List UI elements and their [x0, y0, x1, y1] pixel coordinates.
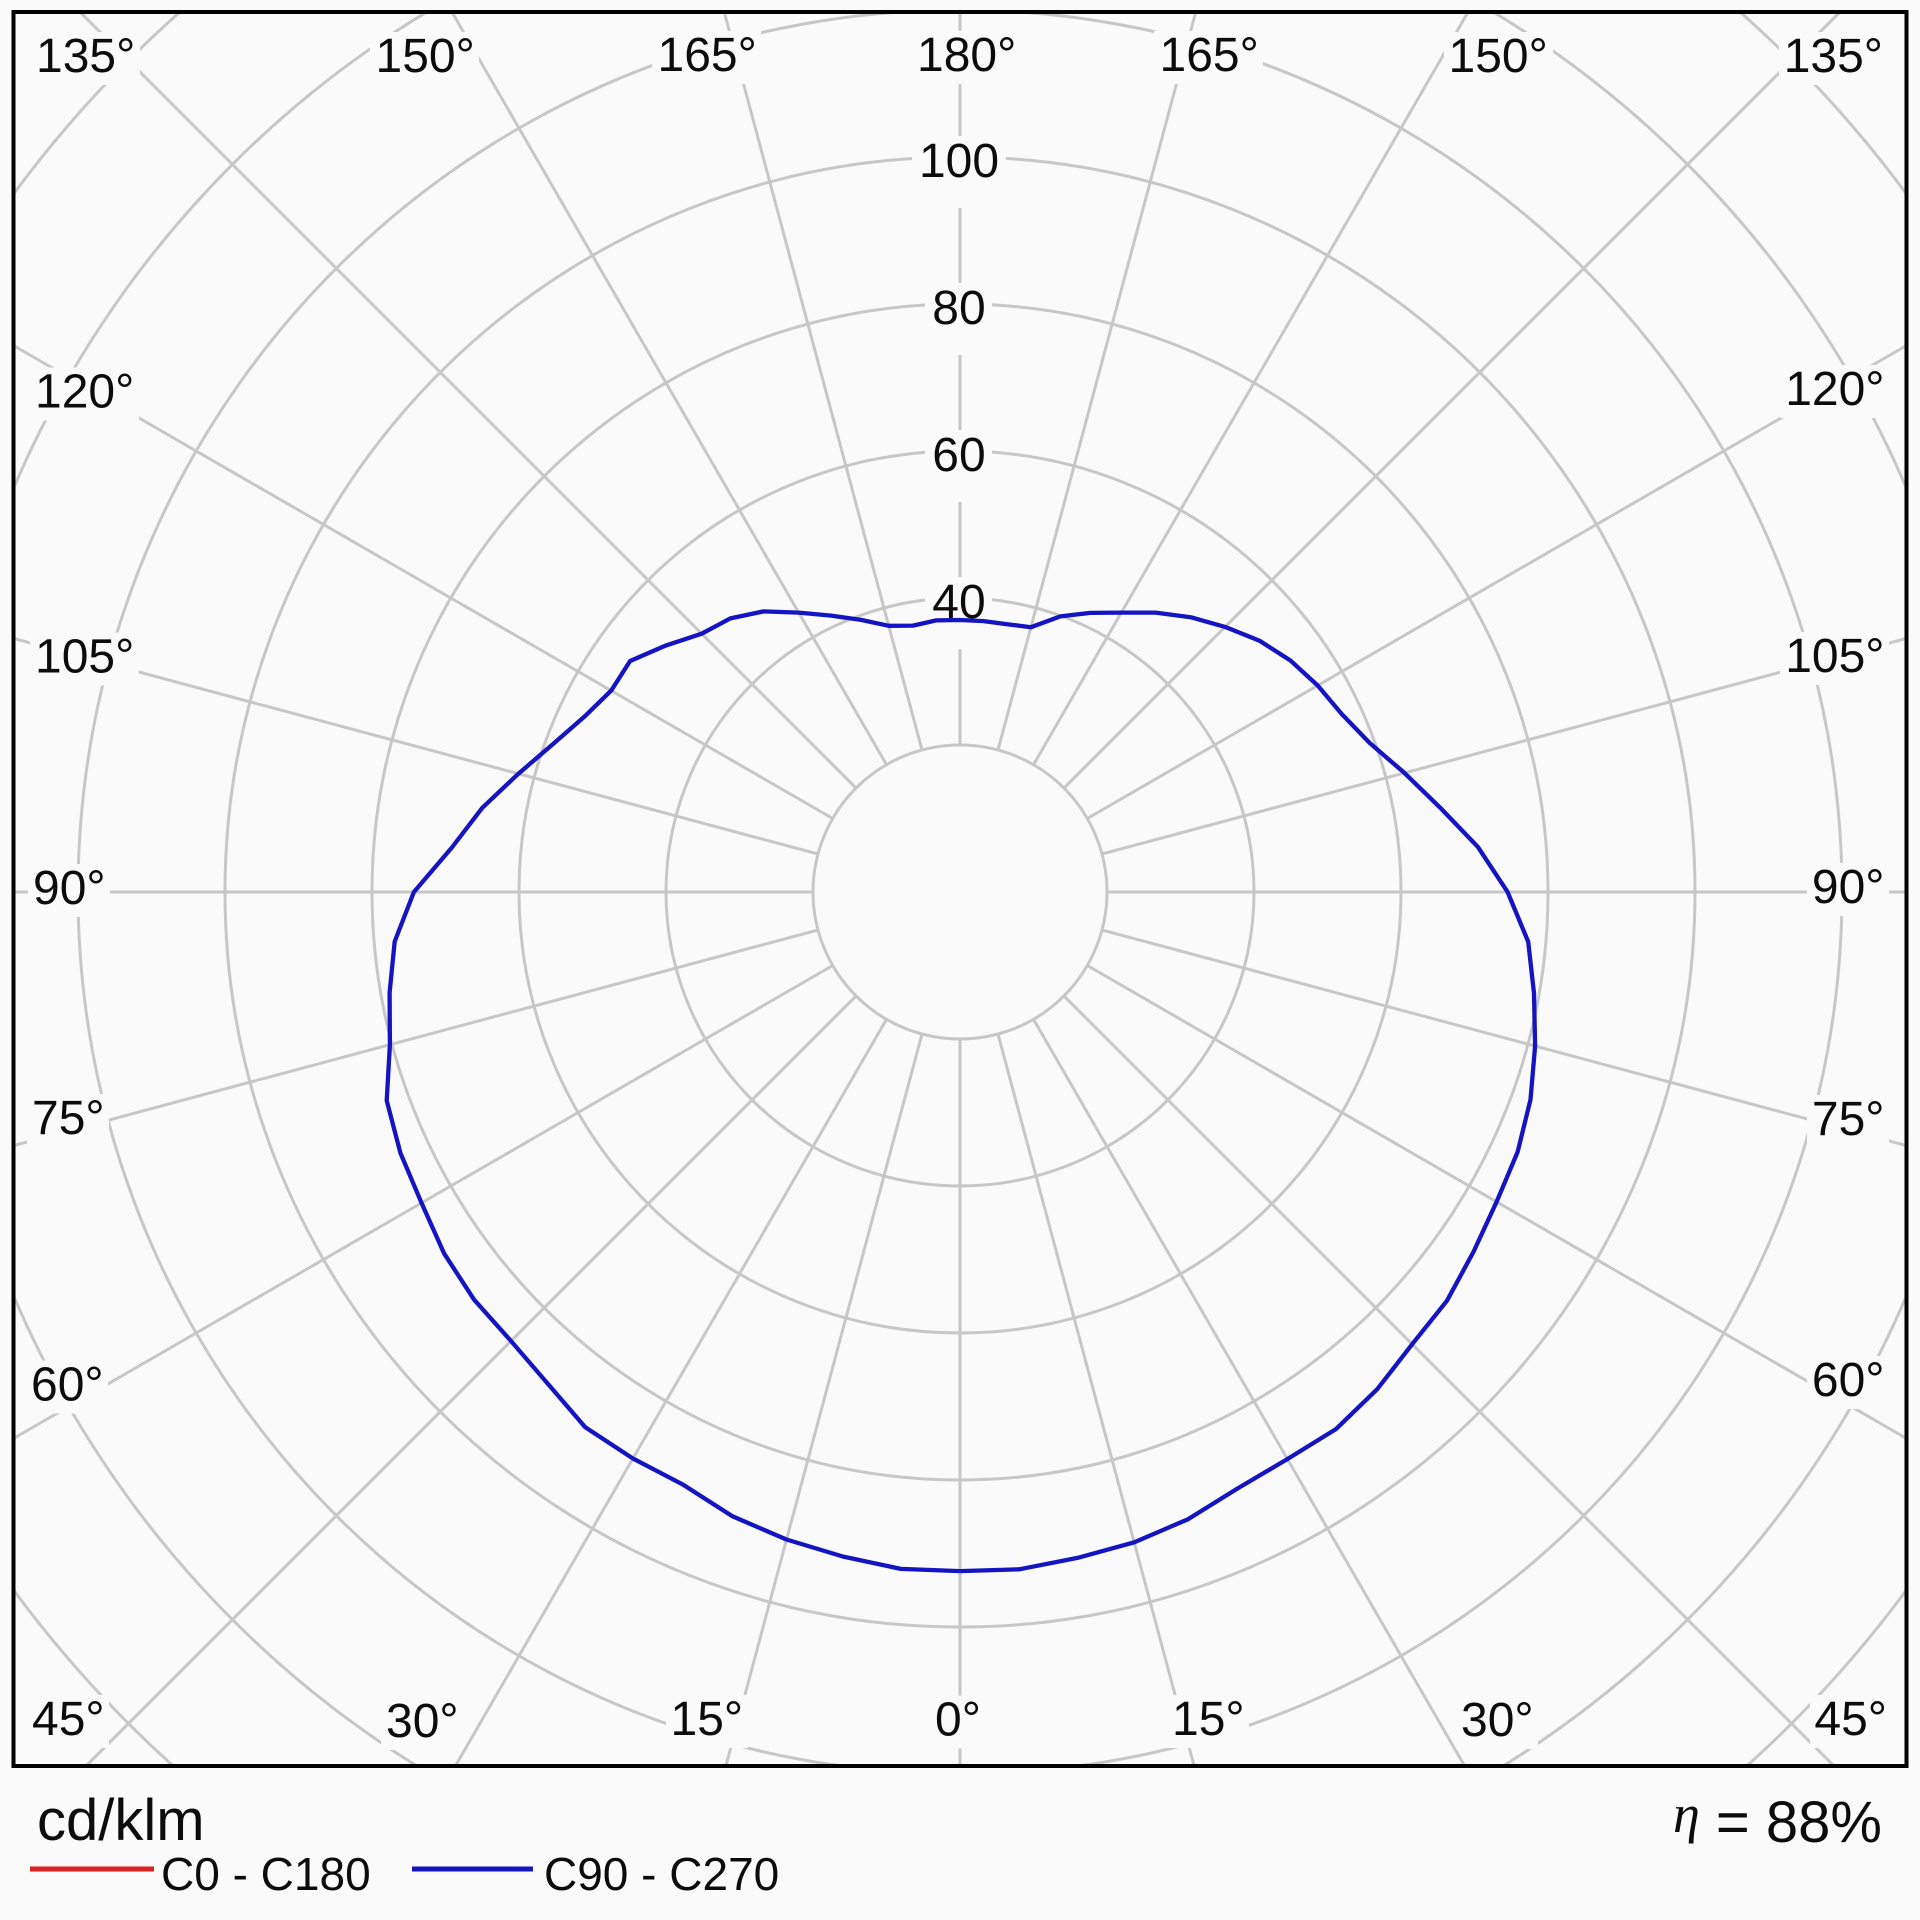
svg-text:105°: 105°	[35, 631, 134, 684]
svg-text:150°: 150°	[1449, 30, 1548, 83]
svg-text:100: 100	[919, 135, 999, 188]
svg-text:cd/klm: cd/klm	[37, 1788, 205, 1853]
svg-text:45°: 45°	[32, 1693, 105, 1746]
svg-text:75°: 75°	[32, 1092, 105, 1145]
svg-text:15°: 15°	[671, 1693, 744, 1746]
svg-text:45°: 45°	[1814, 1693, 1887, 1746]
svg-text:135°: 135°	[1784, 30, 1883, 83]
svg-text:C90 - C270: C90 - C270	[544, 1848, 779, 1900]
svg-text:60: 60	[932, 429, 985, 482]
svg-text:60°: 60°	[31, 1359, 104, 1412]
svg-text:75°: 75°	[1812, 1093, 1885, 1146]
svg-text:η = 88%: η = 88%	[1673, 1784, 1882, 1855]
svg-text:30°: 30°	[386, 1695, 459, 1748]
svg-text:80: 80	[932, 282, 985, 335]
svg-text:165°: 165°	[658, 29, 757, 82]
svg-text:0°: 0°	[935, 1694, 981, 1747]
svg-text:180°: 180°	[917, 29, 1016, 82]
svg-text:90°: 90°	[1812, 861, 1885, 914]
svg-text:30°: 30°	[1461, 1694, 1534, 1747]
svg-text:60°: 60°	[1812, 1354, 1885, 1407]
svg-text:165°: 165°	[1160, 29, 1259, 82]
svg-text:15°: 15°	[1172, 1693, 1245, 1746]
svg-text:C0 - C180: C0 - C180	[161, 1848, 371, 1900]
svg-text:120°: 120°	[1785, 363, 1884, 416]
svg-text:90°: 90°	[33, 862, 106, 915]
svg-text:135°: 135°	[36, 30, 135, 83]
svg-text:150°: 150°	[376, 30, 475, 83]
svg-text:105°: 105°	[1785, 630, 1884, 683]
svg-text:120°: 120°	[35, 366, 134, 419]
